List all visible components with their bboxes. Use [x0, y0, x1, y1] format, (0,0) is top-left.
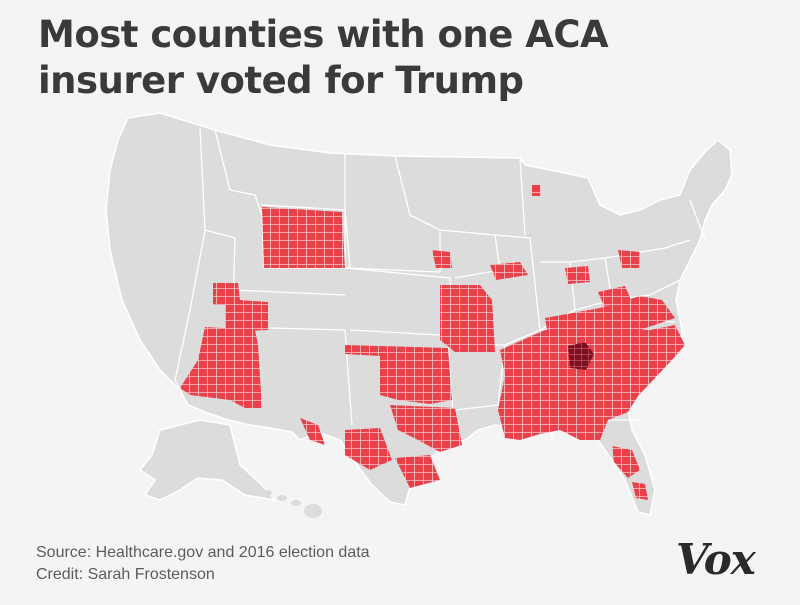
oklahoma-counties [345, 345, 452, 404]
source-text: Source: Healthcare.gov and 2016 election… [36, 544, 370, 561]
texas-east-counties [395, 455, 440, 488]
wyoming-counties [262, 207, 345, 268]
ohio-counties [565, 266, 590, 284]
alaska-land [138, 419, 277, 502]
iowa-counties [432, 250, 452, 268]
kentucky-virginia-counties [545, 296, 675, 336]
credit-text: Credit: Sarah Frostenson [36, 566, 215, 583]
florida-counties [612, 446, 640, 478]
south-florida-county [632, 482, 648, 500]
tennessee-dark-cluster [568, 342, 594, 370]
vox-logo: Vox [676, 535, 756, 584]
utah-counties [213, 283, 268, 332]
texas-west-counties [300, 418, 325, 445]
page-title: Most counties with one ACA insurer voted… [38, 13, 609, 102]
michigan-county [532, 185, 541, 196]
highlighted-counties [180, 185, 685, 500]
texas-north-counties [390, 405, 462, 452]
arizona-counties [180, 327, 262, 408]
hawaii-islands [264, 490, 322, 518]
southeast-counties [498, 325, 685, 440]
texas-central-counties [345, 428, 392, 470]
kansas-missouri-counties [440, 285, 495, 352]
west-virginia-counties [598, 286, 632, 306]
pennsylvania-counties [618, 250, 640, 268]
illinois-counties [490, 262, 528, 280]
footer: Source: Healthcare.gov and 2016 election… [36, 542, 370, 586]
